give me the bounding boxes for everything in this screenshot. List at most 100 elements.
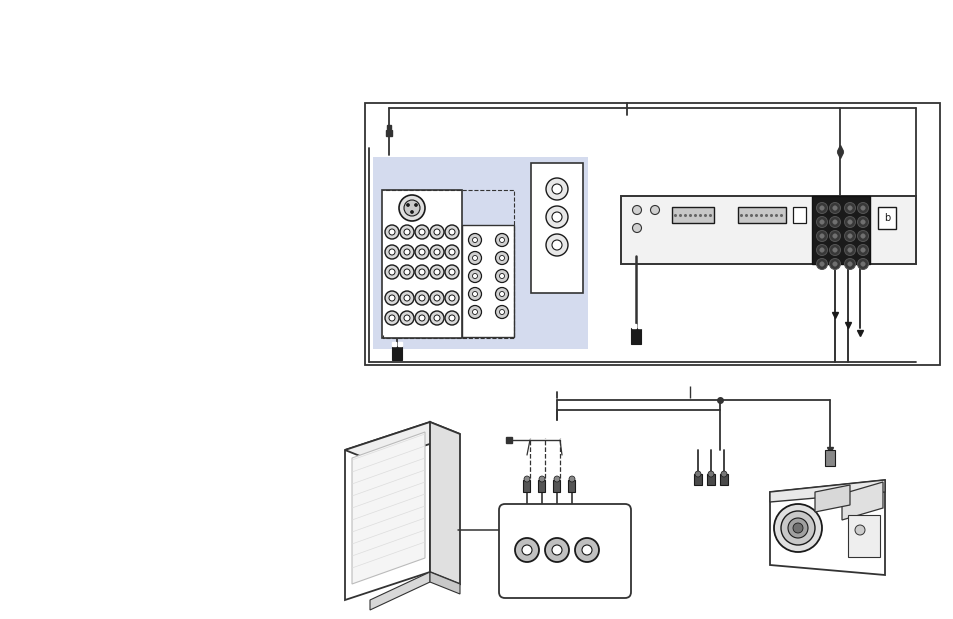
Circle shape [414, 204, 417, 207]
Circle shape [843, 230, 855, 241]
Circle shape [828, 217, 840, 228]
Circle shape [399, 291, 414, 305]
Circle shape [650, 206, 659, 215]
Circle shape [468, 306, 481, 319]
Circle shape [575, 538, 598, 562]
Circle shape [418, 295, 424, 301]
Circle shape [787, 518, 807, 538]
Circle shape [434, 229, 439, 235]
Circle shape [418, 229, 424, 235]
Circle shape [430, 225, 443, 239]
Bar [847, 515, 879, 557]
Circle shape [403, 295, 410, 301]
Circle shape [632, 223, 640, 233]
Circle shape [468, 251, 481, 264]
Circle shape [857, 230, 867, 241]
Polygon shape [769, 480, 884, 575]
Circle shape [860, 220, 864, 224]
Circle shape [843, 202, 855, 214]
Bar [461, 225, 514, 337]
Circle shape [860, 206, 864, 210]
Bar [531, 163, 582, 293]
Polygon shape [345, 422, 430, 600]
Circle shape [816, 217, 826, 228]
Circle shape [720, 471, 726, 477]
Circle shape [468, 287, 481, 300]
Circle shape [832, 234, 837, 238]
Circle shape [389, 295, 395, 301]
Circle shape [819, 234, 823, 238]
Bar [693, 474, 701, 485]
Circle shape [403, 315, 410, 321]
Circle shape [468, 269, 481, 282]
Polygon shape [430, 422, 459, 584]
Circle shape [568, 476, 575, 482]
Circle shape [819, 262, 823, 266]
Circle shape [444, 291, 458, 305]
Bar [373, 157, 587, 349]
Circle shape [418, 315, 424, 321]
Circle shape [472, 310, 477, 314]
Circle shape [819, 206, 823, 210]
Circle shape [495, 251, 508, 264]
Circle shape [418, 249, 424, 255]
Circle shape [843, 259, 855, 269]
Bar [671, 207, 713, 223]
Polygon shape [841, 482, 882, 520]
Polygon shape [345, 422, 459, 462]
Circle shape [389, 229, 395, 235]
Circle shape [403, 200, 419, 216]
Circle shape [434, 249, 439, 255]
Circle shape [468, 233, 481, 246]
Circle shape [847, 262, 851, 266]
Bar [792, 207, 805, 223]
Circle shape [521, 545, 532, 555]
Circle shape [832, 206, 837, 210]
Circle shape [552, 184, 561, 194]
Bar [553, 480, 560, 492]
Circle shape [828, 230, 840, 241]
Circle shape [389, 269, 395, 275]
Bar [392, 346, 401, 360]
Circle shape [860, 262, 864, 266]
Circle shape [552, 545, 561, 555]
Bar [365, 103, 939, 365]
Bar [568, 480, 575, 492]
Polygon shape [352, 432, 424, 584]
Circle shape [434, 269, 439, 275]
Circle shape [430, 311, 443, 325]
Circle shape [399, 225, 414, 239]
Bar [824, 450, 834, 466]
Circle shape [472, 274, 477, 279]
Circle shape [430, 291, 443, 305]
Circle shape [385, 291, 398, 305]
Circle shape [832, 220, 837, 224]
Circle shape [495, 269, 508, 282]
Circle shape [389, 315, 395, 321]
Circle shape [398, 195, 424, 221]
Bar [738, 207, 785, 223]
Circle shape [403, 249, 410, 255]
Circle shape [695, 471, 700, 477]
Circle shape [385, 311, 398, 325]
Circle shape [430, 245, 443, 259]
Circle shape [499, 310, 504, 314]
Circle shape [410, 210, 413, 214]
Circle shape [434, 315, 439, 321]
Circle shape [523, 476, 530, 482]
Circle shape [406, 204, 409, 207]
Circle shape [389, 249, 395, 255]
Polygon shape [814, 485, 849, 512]
Circle shape [843, 245, 855, 256]
Circle shape [828, 259, 840, 269]
Circle shape [816, 259, 826, 269]
Circle shape [857, 259, 867, 269]
Circle shape [773, 504, 821, 552]
Circle shape [415, 245, 429, 259]
Bar [877, 207, 895, 229]
Circle shape [403, 229, 410, 235]
Circle shape [444, 311, 458, 325]
Text: b: b [882, 213, 889, 223]
Bar [523, 480, 530, 492]
Circle shape [832, 248, 837, 252]
